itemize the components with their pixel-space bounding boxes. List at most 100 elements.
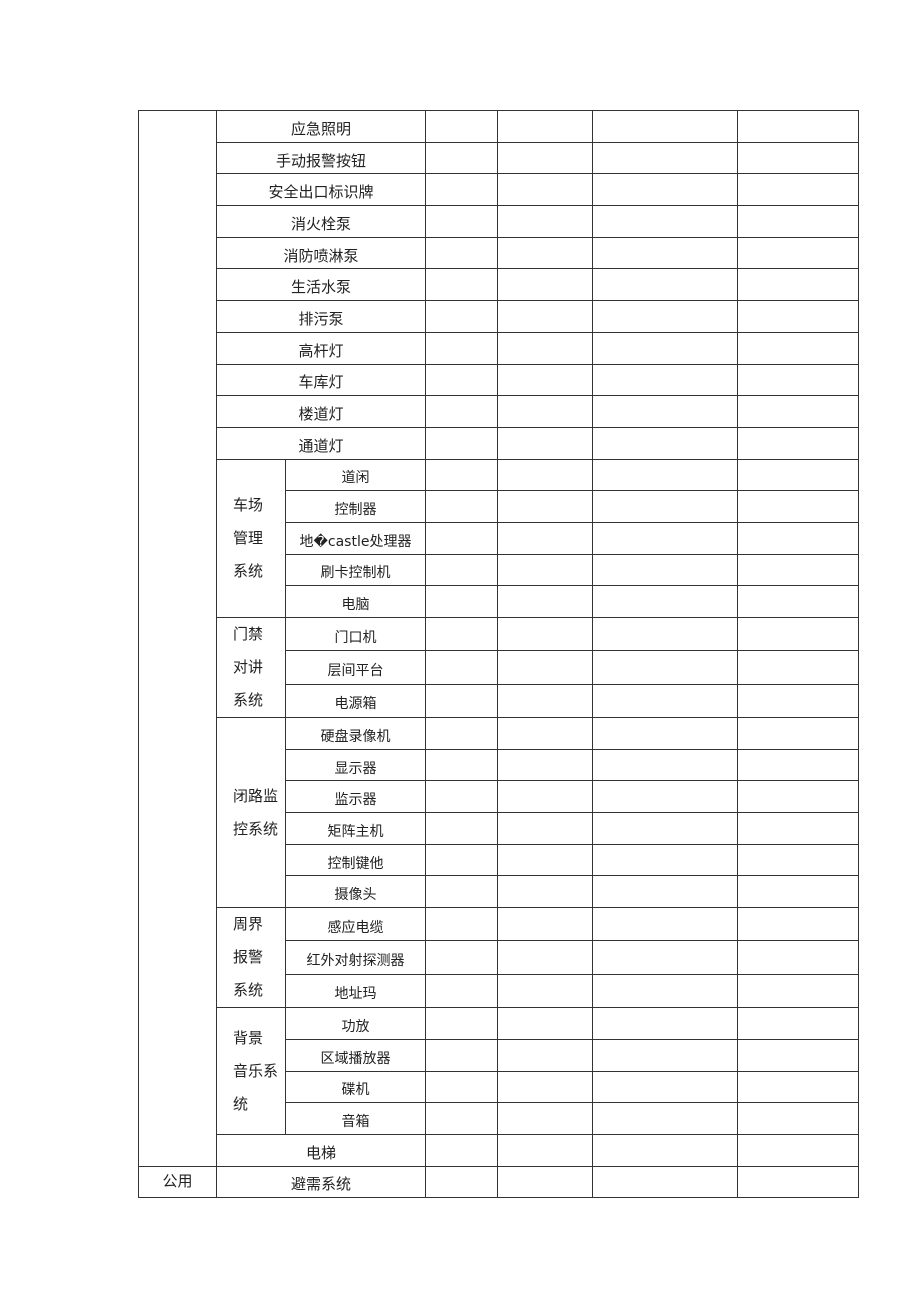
blank-cell	[592, 973, 739, 1009]
blank-cell	[497, 780, 594, 814]
blank-cell	[497, 300, 594, 333]
table-row: 车库灯	[139, 363, 860, 397]
blank-cell	[425, 940, 499, 975]
blank-cell	[592, 780, 739, 814]
blank-cell	[425, 812, 499, 845]
blank-cell	[497, 426, 594, 460]
blank-cell	[425, 683, 499, 719]
table-row: 公用 避需系统	[138, 1165, 860, 1199]
blank-cell	[737, 268, 860, 302]
blank-cell	[737, 458, 860, 492]
blank-cell	[425, 521, 499, 555]
blank-cell	[497, 650, 594, 685]
table-row: 电脑	[139, 585, 860, 618]
blank-cell	[497, 490, 594, 523]
sub-item-cell: 层间平台	[284, 650, 427, 685]
table-row: 层间平台	[139, 650, 860, 685]
item-cell: 楼道灯	[215, 395, 427, 428]
table-row: 监示器	[139, 780, 860, 814]
blank-cell	[592, 812, 739, 845]
item-cell: 车库灯	[215, 363, 427, 397]
blank-cell	[592, 110, 739, 143]
blank-cell	[425, 1133, 499, 1167]
blank-cell	[592, 521, 739, 555]
sub-item-cell: 感应电缆	[284, 907, 427, 942]
blank-cell	[497, 585, 594, 618]
blank-cell	[497, 1038, 594, 1072]
blank-cell	[737, 973, 860, 1009]
blank-cell	[737, 780, 860, 814]
system-group-label: 门禁 对讲 系统	[216, 617, 286, 718]
blank-cell	[497, 1102, 594, 1135]
sub-item-cell: 显示器	[284, 748, 427, 782]
sub-item-cell: 控制器	[284, 490, 427, 523]
blank-cell	[497, 875, 594, 909]
blank-cell	[497, 173, 594, 207]
table-row: 控制键他	[139, 843, 860, 877]
table-row: 闭路监 控系统 硬盘录像机	[139, 716, 860, 909]
blank-cell	[592, 173, 739, 207]
table-row: 刷卡控制机	[139, 553, 860, 587]
table-row: 车场 管理 系统 道闲	[139, 458, 860, 619]
blank-cell	[497, 973, 594, 1009]
blank-cell	[497, 748, 594, 782]
table-row: 楼道灯	[139, 395, 860, 428]
blank-cell	[425, 1070, 499, 1104]
group-label-line: 闭路监	[233, 786, 279, 805]
item-cell: 排污泵	[215, 300, 427, 333]
item-cell: 安全出口标识牌	[215, 173, 427, 207]
blank-cell	[497, 812, 594, 845]
system-group-label: 闭路监 控系统	[216, 716, 286, 909]
blank-cell	[425, 490, 499, 523]
blank-cell	[592, 300, 739, 333]
sub-item-cell: 碟机	[284, 1070, 427, 1104]
blank-cell	[737, 907, 860, 942]
blank-cell	[592, 616, 739, 652]
blank-cell	[592, 490, 739, 523]
group-label-line: 车场	[233, 495, 264, 514]
blank-cell	[592, 1038, 739, 1072]
blank-cell	[425, 717, 499, 750]
blank-cell	[592, 1070, 739, 1104]
group-label-line: 控系统	[233, 819, 279, 838]
blank-cell	[592, 426, 739, 460]
table-row: 电源箱	[139, 683, 860, 719]
blank-cell	[737, 940, 860, 975]
blank-cell	[737, 1007, 860, 1040]
blank-cell	[497, 1007, 594, 1040]
category-cell: 公用	[138, 1165, 217, 1199]
blank-cell	[497, 907, 594, 942]
blank-cell	[592, 236, 739, 270]
system-group-label: 背景 音乐系统	[216, 1007, 286, 1135]
table-row: 背景 音乐系统功放	[139, 1007, 860, 1135]
blank-cell	[737, 1070, 860, 1104]
table-row: 消火栓泵	[139, 205, 860, 238]
blank-cell	[737, 616, 860, 652]
sub-item-cell: 红外对射探测器	[284, 940, 427, 975]
blank-cell	[497, 553, 594, 587]
blank-cell	[497, 616, 594, 652]
sub-item-cell: 刷卡控制机	[284, 553, 427, 587]
blank-cell	[425, 907, 499, 942]
blank-cell	[737, 553, 860, 587]
sub-item-cell: 矩阵主机	[284, 812, 427, 845]
sub-item-cell: 硬盘录像机	[284, 717, 427, 750]
group-label-line: 统	[233, 1094, 249, 1113]
item-cell: 生活水泵	[215, 268, 427, 302]
blank-cell	[497, 1133, 594, 1167]
sub-item-cell: 电脑	[284, 585, 427, 618]
blank-cell	[497, 521, 594, 555]
table-row: 高杆灯	[139, 331, 860, 365]
blank-cell	[737, 843, 860, 877]
equipment-table: 应急照明 手动报警按钮 安全出口标识牌 消火栓泵 消防喷淋泵 生活水泵 排污泵 高杆灯 车库灯楼…	[138, 110, 860, 1199]
item-cell: 避需系统	[215, 1165, 427, 1199]
group-label-line: 背景	[233, 1028, 264, 1047]
blank-cell	[592, 875, 739, 909]
table-row: 电梯	[139, 1133, 860, 1167]
blank-cell	[425, 300, 499, 333]
blank-cell	[737, 395, 860, 428]
blank-cell	[592, 141, 739, 175]
blank-cell	[737, 331, 860, 365]
item-cell: 电梯	[215, 1133, 427, 1167]
blank-cell	[497, 268, 594, 302]
